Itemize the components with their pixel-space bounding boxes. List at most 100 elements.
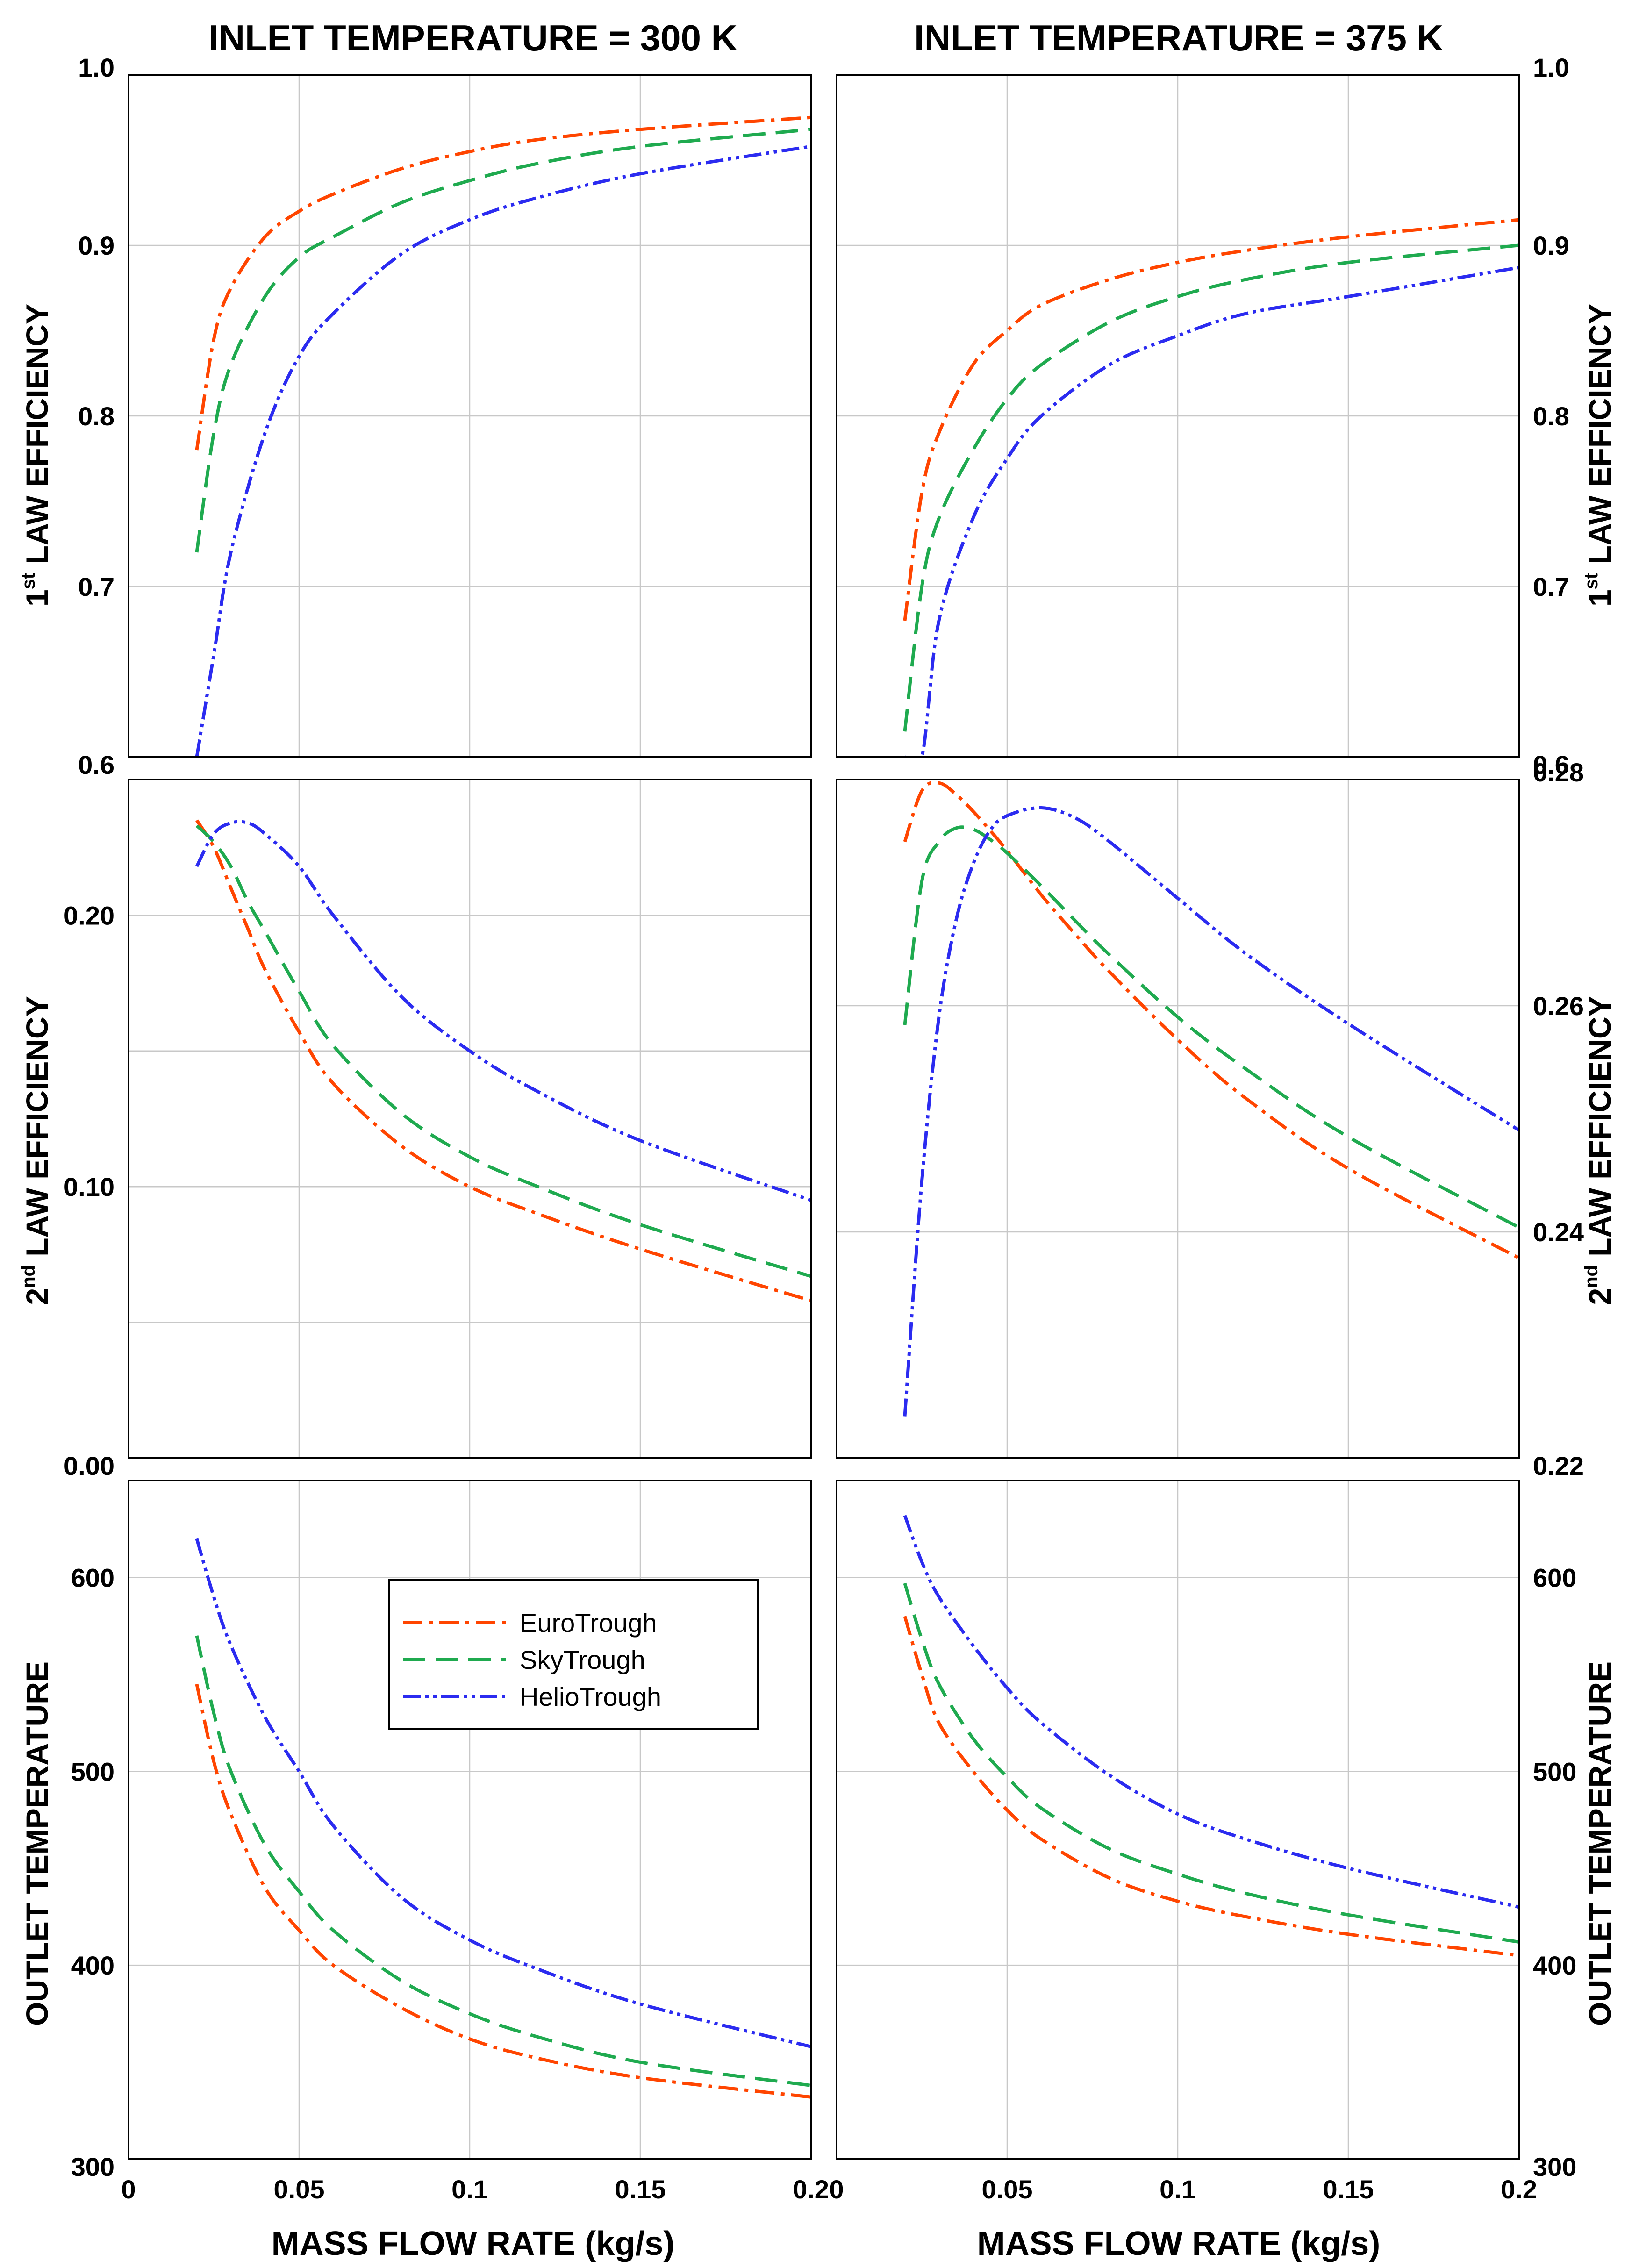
top-right-ytick-label-0: 0.6 <box>1533 750 1569 780</box>
legend: EuroTrough SkyTrough HelioTrough <box>388 1579 759 1730</box>
bottom-left-frame <box>128 1480 812 2160</box>
top-right-series-group <box>903 218 1519 757</box>
bottom-right-xtick-label-0: 0 <box>829 2175 844 2204</box>
y-axis-title-row2-right: 2nd LAW EFFICIENCY <box>1581 996 1617 1305</box>
column-title-left: INLET TEMPERATURE = 300 K <box>208 17 737 58</box>
middle-right-frame <box>836 779 1520 1459</box>
y-axis-title-row2-left: 2nd LAW EFFICIENCY <box>18 996 54 1305</box>
middle-left-series-skytrough <box>195 824 811 1278</box>
middle-left-series-heliotrough <box>195 820 811 1202</box>
legend-label-skytrough: SkyTrough <box>520 1645 645 1674</box>
grid-layer <box>129 75 1519 2159</box>
frames-layer <box>128 74 1520 2160</box>
bottom-left-ytick-label-1: 400 <box>71 1951 115 1980</box>
top-left-ytick-label-0: 0.6 <box>78 750 115 780</box>
y-axis-title-row2-left-prefix: 2 <box>20 1288 54 1305</box>
bottom-left-xtick-label-0: 0 <box>121 2175 136 2204</box>
y-axis-title-row3-right: OUTLET TEMPERATURE <box>1582 1661 1617 2026</box>
bottom-right-ytick-label-3: 600 <box>1533 1563 1576 1592</box>
y-axis-title-row1-left-rest: LAW EFFICIENCY <box>20 304 54 573</box>
top-right-series-skytrough <box>903 243 1519 732</box>
top-left-ytick-label-3: 0.9 <box>78 231 115 260</box>
y-axis-title-row1-right: 1st LAW EFFICIENCY <box>1581 304 1617 607</box>
middle-right-series-skytrough <box>903 825 1519 1229</box>
bottom-left-ytick-label-2: 500 <box>71 1757 115 1786</box>
top-right-ytick-label-1: 0.7 <box>1533 572 1569 601</box>
bottom-left-series-eurotrough <box>195 1683 811 2099</box>
y-axis-title-row2-right-sup: nd <box>1581 1265 1602 1288</box>
bottom-right-xtick-label-3: 0.15 <box>1323 2175 1374 2204</box>
x-axis-title-right: MASS FLOW RATE (kg/s) <box>977 2225 1381 2262</box>
top-left-ytick-label-2: 0.8 <box>78 401 115 431</box>
y-axis-title-row2-left-sup: nd <box>18 1265 39 1288</box>
top-right-ytick-label-4: 1.0 <box>1533 53 1569 82</box>
top-right-frame <box>836 74 1520 758</box>
top-left-ytick-label-1: 0.7 <box>78 572 115 601</box>
x-axis-title-left: MASS FLOW RATE (kg/s) <box>272 2225 675 2262</box>
bottom-right-ytick-label-0: 300 <box>1533 2152 1576 2182</box>
tick-labels-layer: 0.60.70.80.91.00.60.70.80.91.00.000.100.… <box>64 53 1584 2204</box>
middle-right-ytick-label-3: 0.28 <box>1533 758 1584 787</box>
legend-label-eurotrough: EuroTrough <box>520 1608 657 1638</box>
middle-left-ytick-label-4: 0.20 <box>64 901 115 930</box>
top-left-series-skytrough <box>195 128 811 553</box>
top-left-series-heliotrough <box>195 144 811 757</box>
top-right-series-heliotrough <box>905 266 1519 757</box>
legend-box <box>388 1579 759 1730</box>
top-right-ytick-label-2: 0.8 <box>1533 401 1569 431</box>
middle-right-ytick-label-1: 0.24 <box>1533 1217 1584 1247</box>
bottom-right-frame <box>836 1480 1520 2160</box>
bottom-left-series-skytrough <box>195 1635 811 2087</box>
middle-left-ytick-label-0: 0.00 <box>64 1451 115 1481</box>
top-left-ytick-label-4: 1.0 <box>78 53 115 82</box>
bottom-right-xtick-label-4: 0.2 <box>1501 2175 1537 2204</box>
y-axis-title-row1-right-rest: LAW EFFICIENCY <box>1582 304 1617 573</box>
y-axis-title-row2-right-rest: LAW EFFICIENCY <box>1582 996 1617 1265</box>
y-axis-title-row1-right-prefix: 1 <box>1582 589 1617 607</box>
middle-right-ytick-label-2: 0.26 <box>1533 991 1584 1021</box>
bottom-right-series-eurotrough <box>903 1616 1519 1957</box>
middle-left-frame <box>128 779 812 1459</box>
bottom-right-xtick-label-1: 0.05 <box>982 2175 1033 2204</box>
y-axis-title-row2-left-rest: LAW EFFICIENCY <box>20 996 54 1265</box>
middle-left-series-group <box>195 819 811 1302</box>
middle-right-series-eurotrough <box>903 780 1519 1259</box>
bottom-left-series-heliotrough <box>195 1538 811 2048</box>
y-axis-title-row1-left: 1st LAW EFFICIENCY <box>18 304 54 607</box>
bottom-right-ytick-label-1: 400 <box>1533 1951 1576 1980</box>
middle-left-series-eurotrough <box>195 819 811 1302</box>
y-axis-title-row2-right-prefix: 2 <box>1582 1288 1617 1305</box>
bottom-left-xtick-label-3: 0.15 <box>615 2175 666 2204</box>
bottom-left-series-group <box>195 1538 811 2099</box>
top-left-series-group <box>195 115 811 757</box>
top-left-frame <box>128 74 812 758</box>
bottom-left-xtick-label-2: 0.1 <box>451 2175 488 2204</box>
bottom-right-series-heliotrough <box>903 1515 1519 1909</box>
top-left-series-eurotrough <box>195 115 811 451</box>
y-axis-title-row3-left: OUTLET TEMPERATURE <box>20 1661 54 2026</box>
middle-left-ytick-label-2: 0.10 <box>64 1172 115 1202</box>
legend-label-heliotrough: HelioTrough <box>520 1682 661 1711</box>
bottom-right-series-group <box>903 1515 1519 1957</box>
bottom-right-xtick-label-2: 0.1 <box>1160 2175 1196 2204</box>
y-axis-title-row1-left-prefix: 1 <box>20 589 54 607</box>
middle-right-series-group <box>903 780 1519 1417</box>
y-axis-title-row1-left-sup: st <box>18 573 39 590</box>
bottom-left-xtick-label-1: 0.05 <box>274 2175 325 2204</box>
series-layer <box>195 115 1519 2099</box>
middle-right-series-heliotrough <box>903 806 1519 1417</box>
bottom-right-series-skytrough <box>903 1582 1519 1944</box>
top-right-series-eurotrough <box>903 218 1519 621</box>
bottom-right-ytick-label-2: 500 <box>1533 1757 1576 1786</box>
bottom-left-ytick-label-0: 300 <box>71 2152 115 2182</box>
bottom-left-ytick-label-3: 600 <box>71 1563 115 1592</box>
middle-right-ytick-label-0: 0.22 <box>1533 1451 1584 1481</box>
y-axis-title-row3-right-text: OUTLET TEMPERATURE <box>1582 1661 1617 2026</box>
y-axis-title-row3-left-text: OUTLET TEMPERATURE <box>20 1661 54 2026</box>
y-axis-title-row1-right-sup: st <box>1581 573 1602 590</box>
bottom-left-xtick-label-4: 0.2 <box>793 2175 829 2204</box>
column-title-right: INLET TEMPERATURE = 375 K <box>914 17 1443 58</box>
top-right-ytick-label-3: 0.9 <box>1533 231 1569 260</box>
